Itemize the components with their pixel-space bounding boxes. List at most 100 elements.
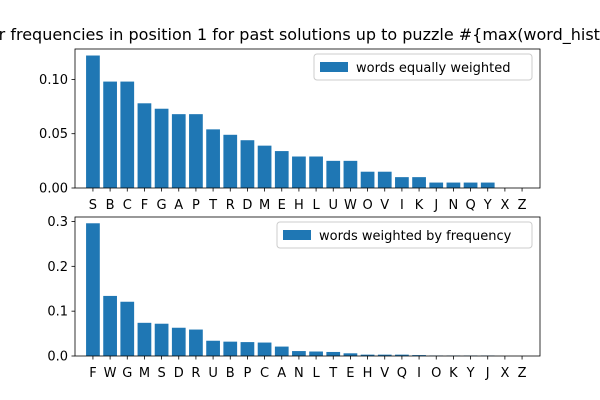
x-tick-label-l: L <box>312 198 320 213</box>
x-tick-label-p: P <box>244 366 252 381</box>
x-tick-label-t: T <box>208 198 217 213</box>
x-tick-label-d: D <box>242 198 252 213</box>
x-tick-label-g: G <box>122 366 132 381</box>
legend-label: words weighted by frequency <box>319 229 512 244</box>
y-tick-label: 0.3 <box>47 215 68 230</box>
x-tick-label-a: A <box>174 198 183 213</box>
bar-c <box>120 81 135 188</box>
legend-swatch <box>320 62 348 72</box>
bar-g <box>120 301 135 356</box>
bar-l <box>309 156 323 188</box>
x-tick-label-e: E <box>346 366 354 381</box>
x-tick-label-i: I <box>417 366 421 381</box>
bar-g <box>154 108 169 188</box>
x-tick-label-r: R <box>226 198 235 213</box>
bar-i <box>412 355 426 356</box>
y-tick-label: 0.00 <box>39 182 68 197</box>
bar-s <box>154 323 169 356</box>
bar-a <box>274 346 289 356</box>
x-tick-label-h: H <box>363 366 373 381</box>
bar-r <box>223 134 238 188</box>
x-tick-label-f: F <box>141 198 148 213</box>
x-tick-label-c: C <box>123 198 132 213</box>
bar-i <box>395 177 409 188</box>
bar-m <box>257 145 272 188</box>
x-tick-label-o: O <box>362 198 372 213</box>
axes-frame <box>74 48 541 189</box>
x-tick-label-u: U <box>328 198 338 213</box>
x-tick-label-s: S <box>157 366 165 381</box>
legend-swatch <box>283 230 311 240</box>
x-tick-label-u: U <box>208 366 218 381</box>
bar-c <box>257 342 272 356</box>
x-tick-label-y: Y <box>483 198 492 213</box>
x-tick-label-n: N <box>449 198 459 213</box>
x-tick-label-q: Q <box>397 366 407 381</box>
bar-e <box>343 353 358 356</box>
bar-h <box>292 156 306 188</box>
bar-p <box>189 114 203 188</box>
bar-r <box>189 329 203 356</box>
x-tick-label-v: V <box>380 366 389 381</box>
bar-b <box>223 341 238 356</box>
bar-e <box>274 151 289 188</box>
bar-v <box>377 354 392 356</box>
x-tick-label-j: J <box>433 198 438 213</box>
x-tick-label-r: R <box>191 366 200 381</box>
bar-w <box>103 295 117 356</box>
bar-f <box>86 223 100 356</box>
bar-n <box>446 182 461 188</box>
bar-t <box>206 129 220 188</box>
x-tick-label-v: V <box>380 198 389 213</box>
x-tick-label-b: B <box>106 198 115 213</box>
x-tick-label-q: Q <box>465 198 475 213</box>
legend-box <box>276 221 533 249</box>
bar-h <box>360 354 375 356</box>
bar-y <box>480 182 495 188</box>
bar-w <box>343 160 358 188</box>
y-tick-label: 0.10 <box>39 73 68 88</box>
x-tick-label-k: K <box>415 198 424 213</box>
x-tick-label-w: W <box>104 366 117 381</box>
bar-q <box>395 354 409 356</box>
x-tick-label-g: G <box>157 198 167 213</box>
legend: words weighted by frequency <box>276 221 533 249</box>
bar-u <box>206 340 220 356</box>
bar-u <box>326 160 341 188</box>
x-tick-label-t: T <box>328 366 337 381</box>
bar-j <box>429 182 444 188</box>
y-tick-label: 0.05 <box>39 127 68 142</box>
bar-a <box>171 114 186 188</box>
x-tick-label-m: M <box>139 366 150 381</box>
bottom-chart: 0.0 0.1 0.2 0.3 F W G M S D R U B P C A N L T E H V Q I O K Y J X Zwo… <box>47 215 541 381</box>
x-tick-label-w: W <box>344 198 357 213</box>
x-tick-label-k: K <box>449 366 458 381</box>
bar-l <box>309 351 323 356</box>
y-tick-label: 0.0 <box>47 350 68 365</box>
x-tick-label-n: N <box>294 366 304 381</box>
bar-s <box>86 55 100 188</box>
bar-k <box>412 177 426 188</box>
legend-label: words equally weighted <box>356 61 510 76</box>
x-tick-label-o: O <box>431 366 441 381</box>
bar-d <box>240 140 255 188</box>
x-tick-label-l: L <box>312 366 320 381</box>
x-tick-label-z: Z <box>518 198 527 213</box>
x-tick-label-x: X <box>500 198 509 213</box>
bar-d <box>171 327 186 356</box>
x-tick-label-m: M <box>259 198 270 213</box>
y-tick-label: 0.1 <box>47 305 68 320</box>
x-tick-label-y: Y <box>466 366 475 381</box>
x-tick-label-b: B <box>226 366 235 381</box>
bar-o <box>360 171 375 188</box>
bar-b <box>103 81 117 188</box>
x-tick-label-x: X <box>500 366 509 381</box>
x-tick-label-d: D <box>174 366 184 381</box>
x-tick-label-f: F <box>89 366 96 381</box>
x-tick-label-p: P <box>192 198 200 213</box>
bar-f <box>137 103 152 188</box>
x-tick-label-z: Z <box>518 366 527 381</box>
x-tick-label-s: S <box>89 198 97 213</box>
x-tick-label-i: I <box>400 198 404 213</box>
